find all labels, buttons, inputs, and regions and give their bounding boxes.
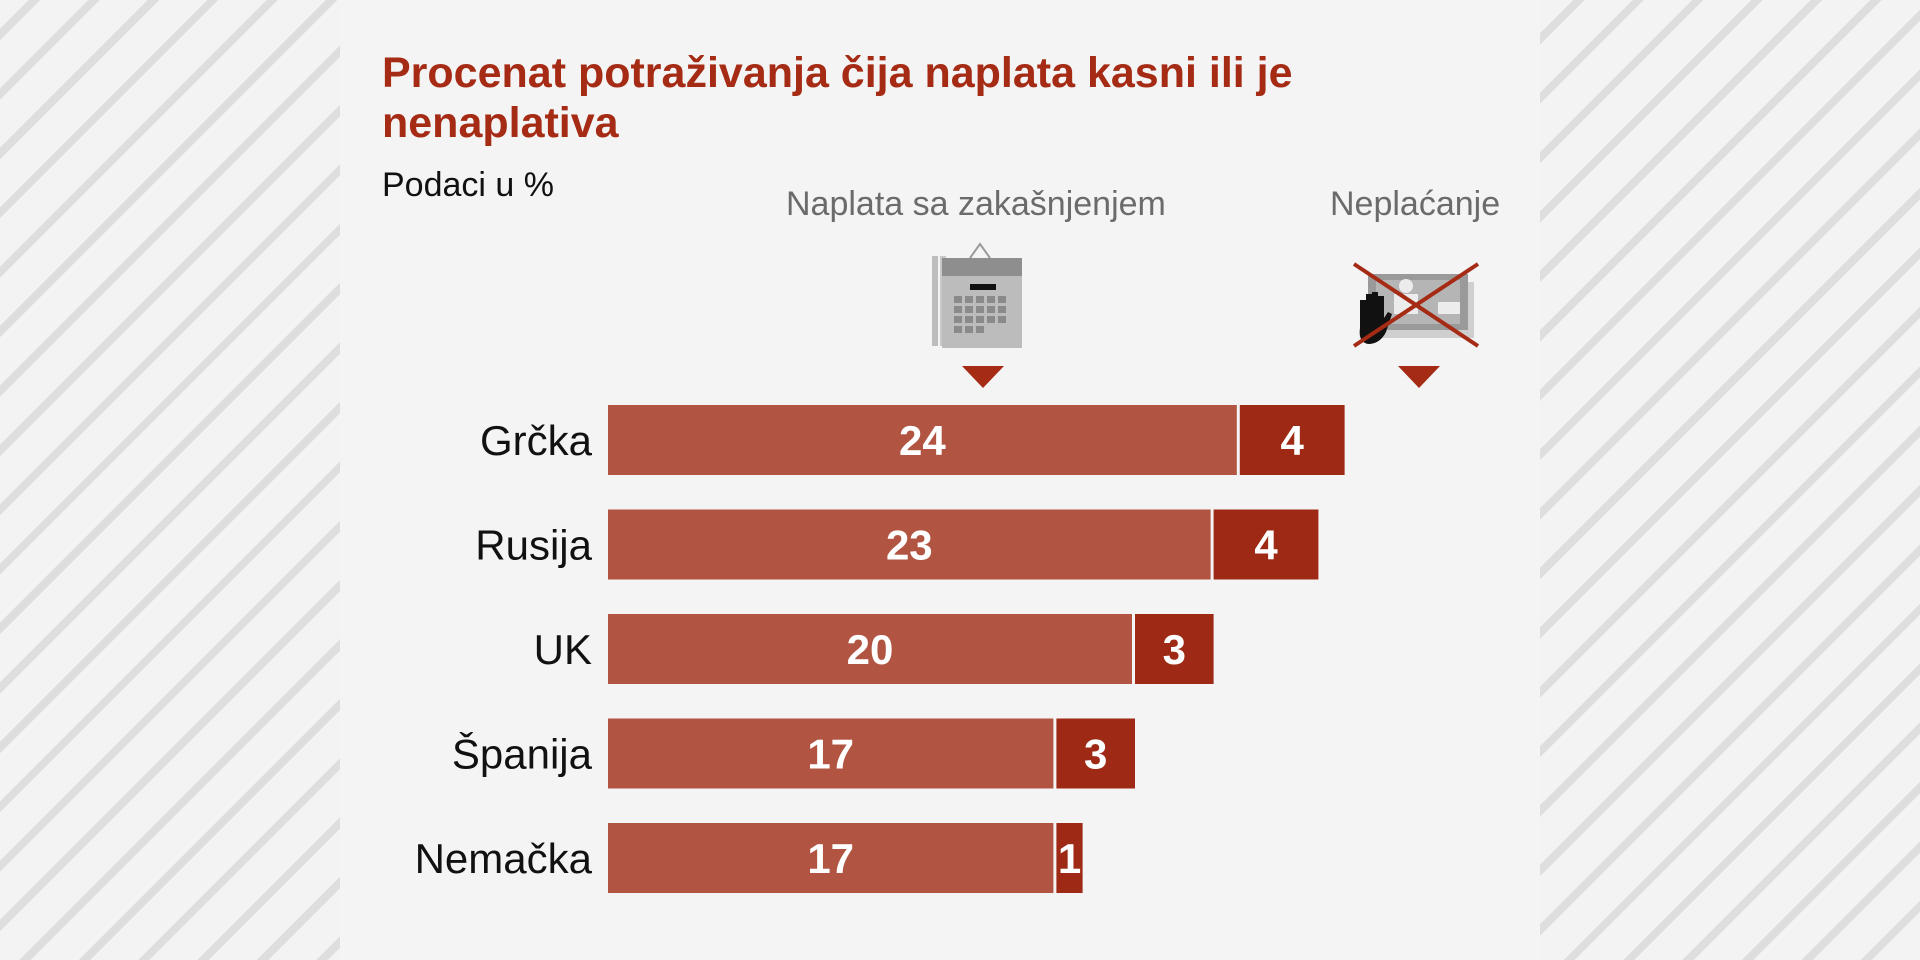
marker-non-payment [1398,366,1440,388]
data-label: 20 [847,626,894,673]
series-header-non-payment: Neplaćanje [1330,185,1501,223]
marker-late-payment [962,366,1004,388]
category-label: UK [534,626,592,673]
bar-non-payment [1135,614,1214,684]
category-label: Nemačka [415,835,593,882]
bar-late-payment [608,509,1211,580]
bar-late-payment [608,405,1237,475]
data-label: 23 [886,522,933,569]
data-label: 1 [1058,835,1081,882]
bar-non-payment [1056,823,1083,893]
data-label: 24 [899,417,946,464]
crossed-out-money-icon [1352,262,1480,348]
chart-panel [340,0,1540,960]
calendar-icon [932,242,1022,348]
category-label: Grčka [480,417,593,464]
data-label: 3 [1084,731,1107,778]
category-label: Španija [452,731,593,778]
bar-late-payment [608,614,1132,684]
bar-non-payment [1239,405,1345,475]
bar-non-payment [1056,718,1135,789]
bar-late-payment [608,718,1054,789]
chart-subtitle: Podaci u % [382,166,554,204]
series-header-late-payment: Naplata sa zakašnjenjem [786,185,1166,223]
data-label: 4 [1254,522,1278,569]
chart-title: Procenat potraživanja čija naplata kasni… [382,49,1293,147]
bar-non-payment [1213,509,1319,580]
data-label: 4 [1281,417,1305,464]
data-label: 17 [807,731,854,778]
bar-late-payment [608,823,1054,893]
data-label: 17 [807,835,854,882]
data-label: 3 [1163,626,1186,673]
category-label: Rusija [475,522,592,569]
